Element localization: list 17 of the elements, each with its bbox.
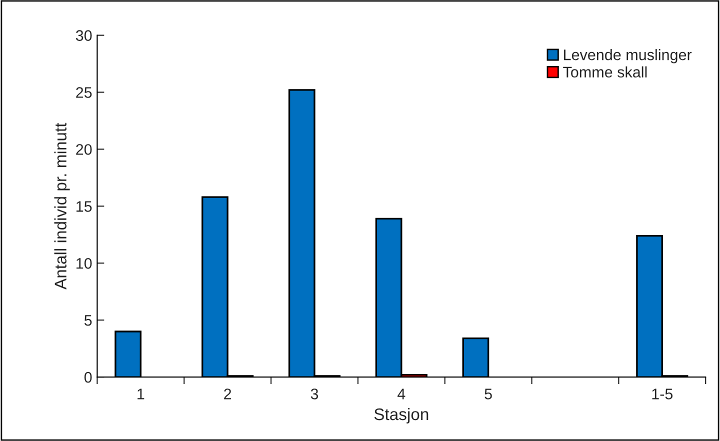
x-tick-label: 3 [310, 388, 318, 400]
y-tick-label: 20 [76, 144, 92, 155]
x-tick-label: 2 [224, 388, 232, 400]
x-tick-label: 1-5 [652, 388, 673, 400]
y-tick-label: 25 [76, 87, 92, 98]
y-tick-label: 15 [76, 201, 92, 212]
y-tick-label: 30 [76, 30, 92, 41]
x-tick-label: 4 [398, 388, 406, 400]
x-tick-label: 5 [484, 388, 492, 400]
legend-label: Levende muslinger [564, 49, 692, 64]
y-tick-label: 5 [84, 315, 92, 326]
legend-label: Tomme skall [563, 66, 647, 78]
y-tick-label: 0 [84, 372, 92, 383]
y-tick-label: 10 [76, 258, 92, 269]
x-axis-title: Stasjon [374, 408, 428, 424]
x-tick-label: 1 [138, 388, 144, 400]
y-axis-title: Antall individ pr. minutt [54, 122, 70, 290]
